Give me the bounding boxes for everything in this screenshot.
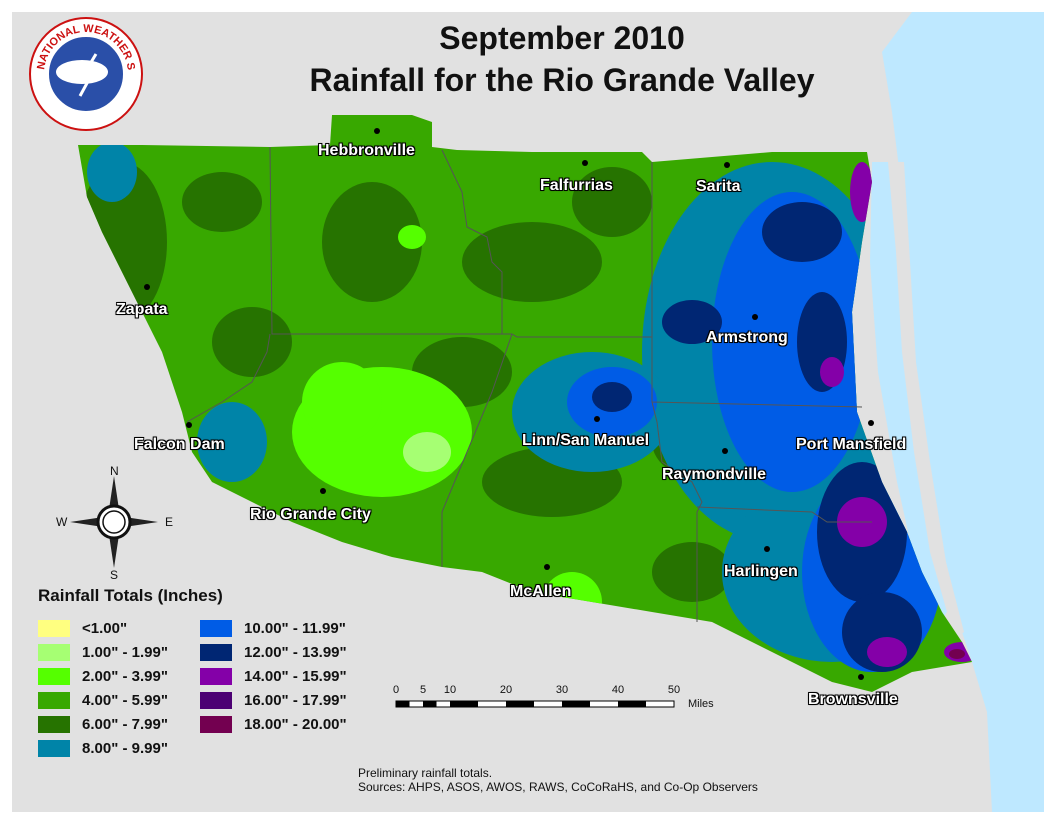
rainfall-field xyxy=(78,115,972,692)
city-label-zapata: Zapata xyxy=(116,301,168,318)
legend-label: 16.00" - 17.99" xyxy=(244,692,347,709)
notes-line2: Sources: AHPS, ASOS, AWOS, RAWS, CoCoRaH… xyxy=(358,780,758,794)
city-dot-raymondville xyxy=(722,448,728,454)
compass-n: N xyxy=(110,464,119,478)
scale-tick: 20 xyxy=(499,684,513,696)
legend-swatch xyxy=(38,668,70,685)
city-dot-harlingen xyxy=(764,546,770,552)
legend-label: 6.00" - 7.99" xyxy=(82,716,168,733)
map-title-line1: September 2010 xyxy=(439,20,685,56)
city-label-brownsville: Brownsville xyxy=(808,691,898,708)
city-label-falfurrias: Falfurrias xyxy=(540,177,613,194)
city-dot-armstrong xyxy=(752,314,758,320)
legend-swatch xyxy=(38,740,70,757)
city-label-sarita: Sarita xyxy=(696,178,741,195)
scale-tick: 50 xyxy=(667,684,681,696)
scale-tick: 40 xyxy=(611,684,625,696)
legend: Rainfall Totals (Inches) <1.00" 1.00" - … xyxy=(34,586,394,806)
gulf-water xyxy=(882,12,1044,812)
legend-label: 12.00" - 13.99" xyxy=(244,644,347,661)
nws-logo: NATIONAL WEATHER SERVICE xyxy=(26,14,143,131)
barrier-island xyxy=(894,162,964,637)
legend-swatch xyxy=(38,692,70,709)
legend-label: 1.00" - 1.99" xyxy=(82,644,168,661)
city-label-raymondville: Raymondville xyxy=(662,466,767,483)
city-label-port-mansfield: Port Mansfield xyxy=(796,436,907,453)
legend-label: 4.00" - 5.99" xyxy=(82,692,168,709)
city-dot-hebbronville xyxy=(374,128,380,134)
legend-label: 10.00" - 11.99" xyxy=(244,620,346,637)
legend-swatch xyxy=(200,644,232,661)
scale-bar-graphic xyxy=(395,700,675,708)
scale-unit: Miles xyxy=(688,698,714,710)
legend-label: <1.00" xyxy=(82,620,128,637)
city-dot-port-mansfield xyxy=(868,420,874,426)
legend-swatch xyxy=(38,644,70,661)
legend-swatch xyxy=(38,620,70,637)
city-dot-sarita xyxy=(724,162,730,168)
map-frame: NATIONAL WEATHER SERVICE September 2010 … xyxy=(12,12,1044,812)
city-label-falcon-dam: Falcon Dam xyxy=(134,436,225,453)
county-lines xyxy=(186,146,872,622)
city-dot-mcallen xyxy=(544,564,550,570)
scale-tick: 5 xyxy=(419,684,427,696)
city-label-harlingen: Harlingen xyxy=(724,563,798,580)
city-dot-falcon-dam xyxy=(186,422,192,428)
city-label-armstrong: Armstrong xyxy=(706,329,788,346)
scale-tick: 30 xyxy=(555,684,569,696)
city-dot-falfurrias xyxy=(582,160,588,166)
laguna-madre xyxy=(870,162,947,632)
scale-tick: 0 xyxy=(392,684,400,696)
legend-label: 2.00" - 3.99" xyxy=(82,668,168,685)
city-label-linn-san-manuel: Linn/San Manuel xyxy=(522,432,650,449)
scale-tick: 10 xyxy=(443,684,457,696)
city-dot-brownsville xyxy=(858,674,864,680)
city-label-mcallen: McAllen xyxy=(510,583,572,600)
rainfall-map xyxy=(78,12,1044,812)
legend-swatch xyxy=(200,692,232,709)
compass-s: S xyxy=(110,568,119,582)
legend-swatch xyxy=(200,716,232,733)
map-title-line2: Rainfall for the Rio Grande Valley xyxy=(309,62,815,98)
notes-line1: Preliminary rainfall totals. xyxy=(358,766,493,780)
legend-label: 14.00" - 15.99" xyxy=(244,668,347,685)
city-dot-rio-grande-city xyxy=(320,488,326,494)
legend-label: 18.00" - 20.00" xyxy=(244,716,347,733)
compass-w: W xyxy=(56,515,68,529)
legend-title: Rainfall Totals (Inches) xyxy=(38,586,223,605)
city-label-hebbronville: Hebbronville xyxy=(318,142,415,159)
legend-swatch xyxy=(200,620,232,637)
city-dot-linn-san-manuel xyxy=(594,416,600,422)
compass-e: E xyxy=(165,515,174,529)
scale-bar: 0 5 10 20 30 40 50 Miles xyxy=(392,684,722,718)
city-dot-zapata xyxy=(144,284,150,290)
legend-swatch xyxy=(200,668,232,685)
source-notes: Preliminary rainfall totals. Sources: AH… xyxy=(358,766,758,794)
city-label-rio-grande-city: Rio Grande City xyxy=(250,506,371,523)
legend-swatch xyxy=(38,716,70,733)
compass-rose-icon: N S W E xyxy=(56,464,174,582)
legend-label: 8.00" - 9.99" xyxy=(82,740,168,757)
